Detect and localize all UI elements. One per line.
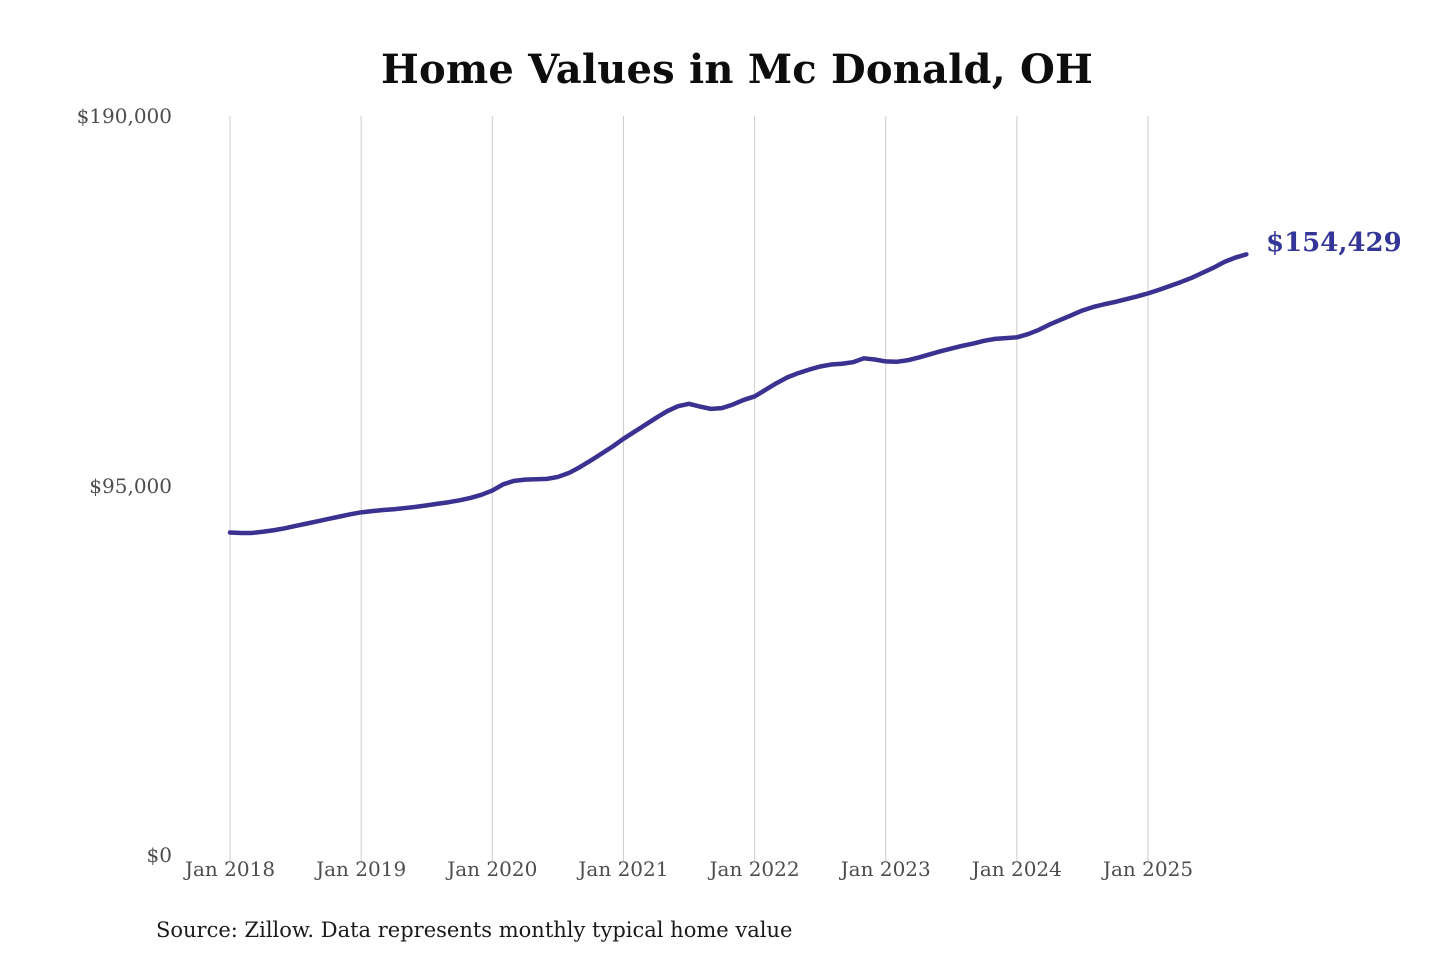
x-tick-jan-2021: Jan 2021	[578, 857, 669, 881]
x-tick-jan-2024: Jan 2024	[971, 857, 1062, 881]
y-tick-190000: $190,000	[76, 104, 172, 128]
x-tick-jan-2019: Jan 2019	[316, 857, 407, 881]
latest-value-label: $154,429	[1266, 228, 1402, 258]
home-value-line	[227, 252, 1249, 536]
chart-title: Home Values in Mc Donald, OH	[380, 46, 1094, 93]
year-gridlines	[229, 116, 1149, 861]
x-tick-jan-2023: Jan 2023	[840, 857, 931, 881]
x-tick-jan-2022: Jan 2022	[709, 857, 800, 881]
y-tick-95000: $95,000	[89, 473, 172, 498]
x-tick-jan-2020: Jan 2020	[447, 857, 538, 881]
source-note: Source: Zillow. Data represents monthly …	[156, 918, 793, 942]
x-tick-jan-2025: Jan 2025	[1102, 857, 1194, 881]
y-tick-0: $0	[146, 843, 172, 867]
x-tick-jan-2018: Jan 2018	[184, 857, 276, 881]
